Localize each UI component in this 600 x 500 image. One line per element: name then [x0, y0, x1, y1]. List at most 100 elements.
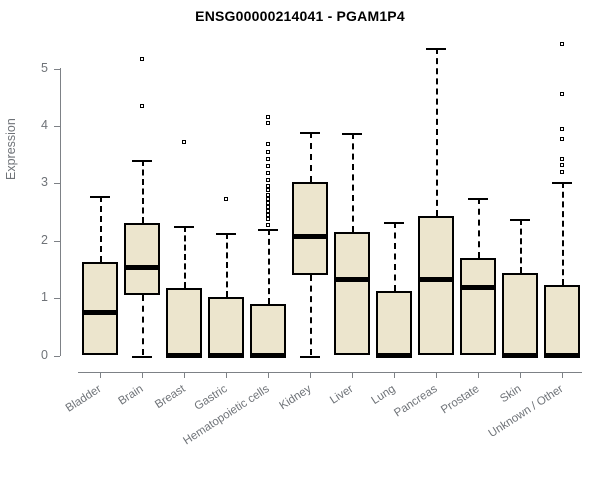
whisker-upper	[267, 229, 270, 304]
outlier-point	[265, 197, 270, 202]
box-rect	[207, 296, 244, 356]
median-line	[81, 309, 118, 315]
whisker-cap-upper	[509, 218, 530, 221]
whisker-cap-upper	[215, 233, 236, 236]
whisker-cap-upper	[551, 182, 572, 185]
whisker-upper	[393, 222, 396, 291]
outlier-point	[559, 136, 564, 141]
x-tick-mark	[435, 372, 437, 378]
x-tick-label-prostate: Prostate	[438, 383, 482, 417]
outlier-point	[559, 42, 564, 47]
outlier-point	[265, 216, 270, 221]
x-tick-label-bladder: Bladder	[63, 383, 104, 415]
x-tick-mark	[99, 372, 101, 378]
box-rect	[375, 290, 412, 356]
median-line	[165, 353, 202, 358]
whisker-upper	[225, 233, 228, 297]
outlier-point	[265, 205, 270, 210]
outlier-point	[265, 170, 270, 175]
y-axis-label: Expression	[4, 118, 18, 180]
x-tick-mark	[393, 372, 395, 378]
x-tick-mark	[351, 372, 353, 378]
x-tick-label-liver: Liver	[327, 383, 356, 407]
x-tick-label-kidney: Kidney	[277, 383, 314, 413]
outlier-point	[265, 222, 270, 227]
y-tick-label: 3	[41, 175, 48, 190]
outlier-point	[265, 142, 270, 147]
y-tick-label: 0	[41, 347, 48, 362]
whisker-upper	[519, 218, 522, 274]
median-line	[543, 353, 580, 358]
box-rect	[501, 273, 538, 356]
box-rect	[543, 285, 580, 356]
y-tick-mark	[54, 68, 60, 70]
outlier-point	[265, 157, 270, 162]
outlier-point	[265, 208, 270, 213]
outlier-point	[223, 196, 228, 201]
x-tick-label-brain: Brain	[115, 383, 146, 408]
outlier-point	[559, 169, 564, 174]
median-line	[375, 353, 412, 358]
box-rect	[165, 287, 202, 356]
outlier-point	[265, 115, 270, 120]
whisker-cap-upper	[173, 226, 194, 229]
box-rect	[459, 257, 496, 356]
outlier-point	[559, 162, 564, 167]
box-rect	[123, 223, 160, 296]
outlier-point	[265, 192, 270, 197]
whisker-upper	[435, 48, 438, 216]
y-tick-mark	[54, 125, 60, 127]
x-tick-mark	[309, 372, 311, 378]
x-tick-mark	[225, 372, 227, 378]
whisker-cap-upper	[257, 229, 278, 232]
median-line	[459, 285, 496, 291]
outlier-point	[265, 149, 270, 154]
whisker-upper	[183, 226, 186, 288]
outlier-point	[265, 178, 270, 183]
outlier-point	[559, 92, 564, 97]
x-tick-label-lung: Lung	[369, 383, 398, 408]
y-tick-label: 2	[41, 232, 48, 247]
y-tick-mark	[54, 355, 60, 357]
y-tick-label: 1	[41, 290, 48, 305]
whisker-cap-upper	[467, 197, 488, 200]
y-tick-mark	[54, 240, 60, 242]
chart-title: ENSG00000214041 - PGAM1P4	[195, 8, 405, 24]
whisker-cap-upper	[131, 160, 152, 163]
whisker-upper	[477, 197, 480, 258]
x-tick-label-unknown-other: Unknown / Other	[486, 383, 566, 441]
box-rect	[249, 303, 286, 356]
x-tick-mark	[561, 372, 563, 378]
whisker-upper	[309, 131, 312, 182]
x-tick-mark	[183, 372, 185, 378]
whisker-lower	[141, 295, 144, 356]
outlier-point	[265, 188, 270, 193]
y-tick-label: 5	[41, 60, 48, 75]
y-tick-mark	[54, 183, 60, 185]
y-axis-line	[60, 68, 61, 356]
outlier-point	[265, 164, 270, 169]
median-line	[291, 233, 328, 239]
box-rect	[333, 232, 370, 356]
outlier-point	[265, 212, 270, 217]
whisker-cap-upper	[299, 131, 320, 134]
outlier-point	[139, 103, 144, 108]
whisker-cap-upper	[383, 222, 404, 225]
whisker-upper	[99, 195, 102, 262]
x-axis-line	[78, 372, 582, 373]
whisker-cap-lower	[131, 355, 152, 358]
x-tick-mark	[519, 372, 521, 378]
outlier-point	[559, 126, 564, 131]
whisker-upper	[141, 160, 144, 224]
whisker-cap-upper	[425, 48, 446, 51]
whisker-lower	[309, 275, 312, 356]
whisker-upper	[561, 182, 564, 286]
outlier-point	[181, 139, 186, 144]
x-tick-label-pancreas: Pancreas	[391, 383, 440, 420]
whisker-cap-upper	[341, 133, 362, 136]
whisker-cap-upper	[89, 195, 110, 198]
x-tick-label-skin: Skin	[497, 383, 524, 406]
median-line	[207, 353, 244, 358]
whisker-cap-lower	[299, 355, 320, 358]
x-tick-label-breast: Breast	[152, 383, 188, 412]
